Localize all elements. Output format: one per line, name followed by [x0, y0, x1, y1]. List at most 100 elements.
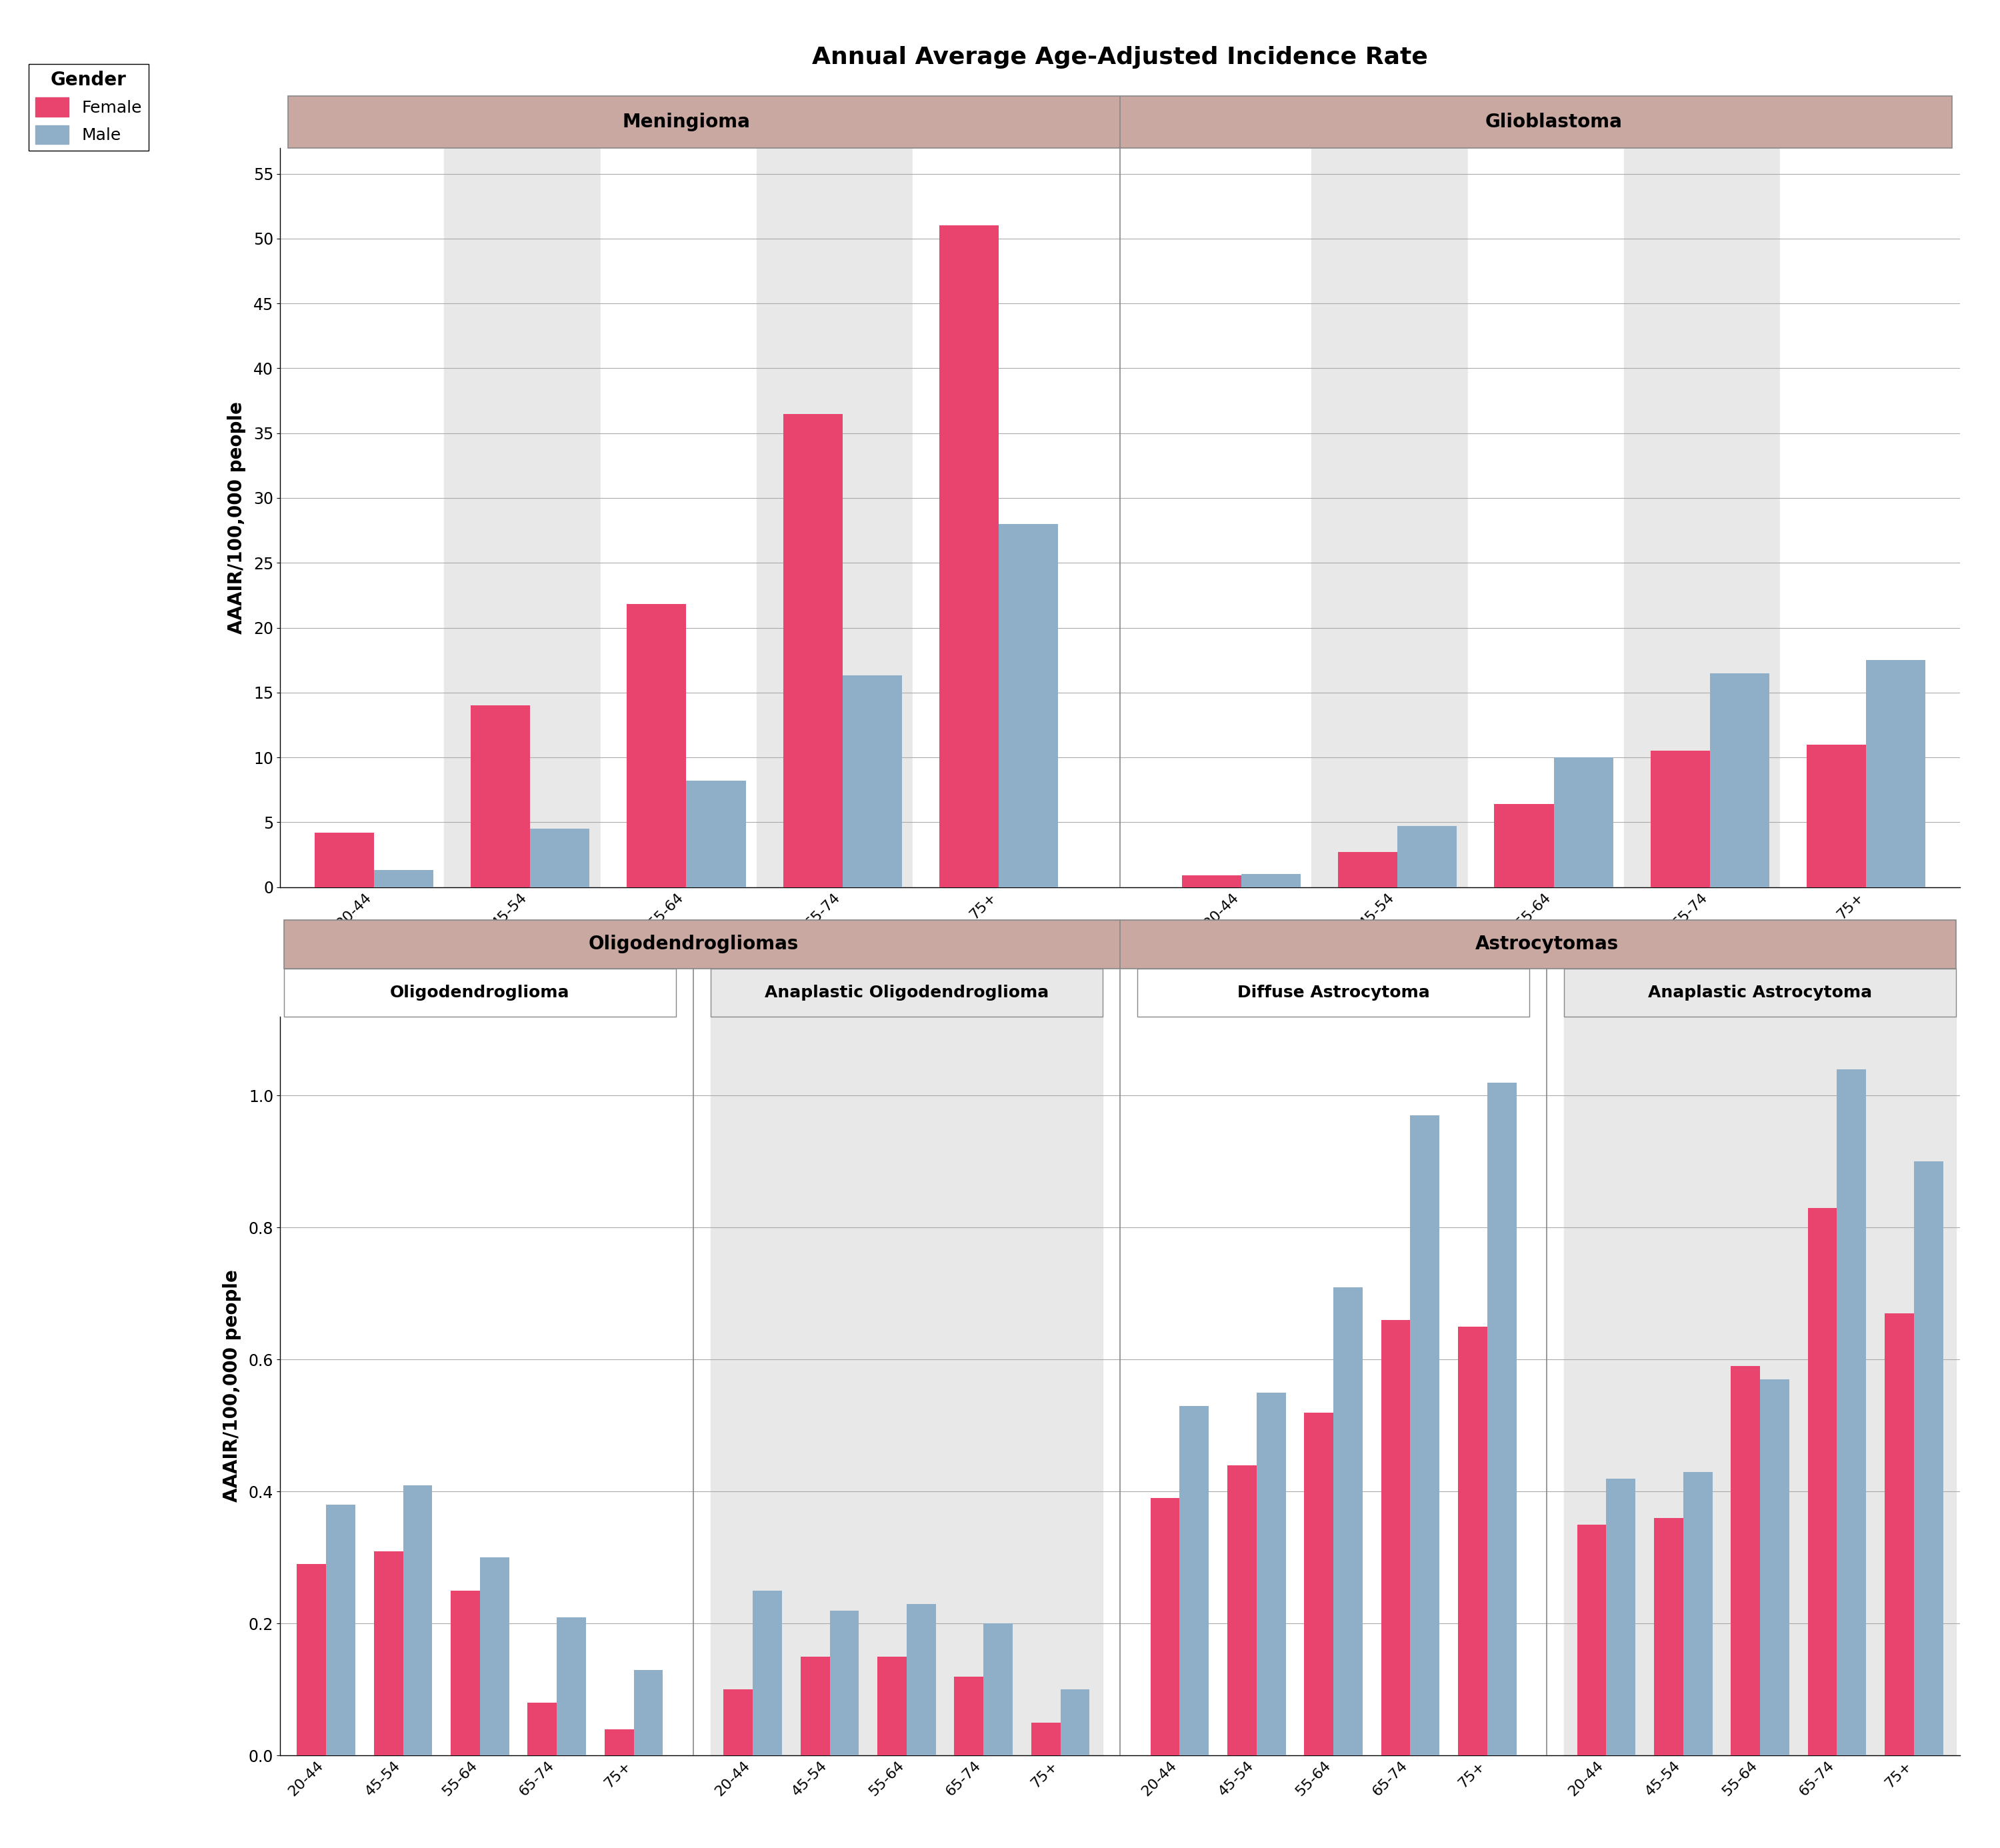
Y-axis label: AAAIR/100,000 people: AAAIR/100,000 people	[228, 401, 246, 634]
Text: Glioblastoma: Glioblastoma	[1486, 113, 1622, 131]
Bar	[404, 1486, 432, 1756]
Bar	[954, 1676, 984, 1756]
Bar	[1138, 968, 1530, 1016]
Bar	[942, 1016, 1026, 1756]
Bar	[296, 1563, 326, 1756]
Bar	[1806, 745, 1866, 887]
Bar	[1382, 1319, 1410, 1756]
Bar	[1718, 1016, 1802, 1756]
Bar	[444, 148, 616, 887]
Bar	[1684, 1471, 1712, 1756]
Bar	[752, 1591, 782, 1756]
Bar	[326, 1504, 356, 1756]
Bar	[788, 1016, 872, 1756]
Bar	[1836, 1070, 1866, 1756]
Bar	[284, 1016, 368, 1756]
Text: Anaplastic Oligodendroglioma: Anaplastic Oligodendroglioma	[764, 985, 1048, 1000]
Legend: Female, Male: Female, Male	[28, 65, 148, 152]
Bar	[1242, 874, 1300, 887]
Bar	[1256, 1393, 1286, 1756]
Bar	[600, 148, 772, 887]
Bar	[514, 1016, 600, 1756]
Bar	[1368, 1016, 1452, 1756]
Bar	[906, 1604, 936, 1756]
Bar	[450, 1591, 480, 1756]
Bar	[1214, 1016, 1298, 1756]
Bar	[1730, 1366, 1760, 1756]
Bar	[592, 1016, 676, 1756]
Text: Annual Average Age-Adjusted Incidence Rate: Annual Average Age-Adjusted Incidence Ra…	[812, 46, 1428, 68]
Bar	[556, 1617, 586, 1756]
Bar	[1458, 1327, 1488, 1756]
Bar	[1650, 750, 1710, 887]
Bar	[1060, 1689, 1090, 1756]
Bar	[984, 1624, 1012, 1756]
Bar	[1710, 673, 1770, 887]
Bar	[480, 1558, 510, 1756]
Bar	[1468, 148, 1640, 887]
Bar	[1180, 1406, 1208, 1756]
Bar	[314, 833, 374, 887]
Bar	[940, 225, 998, 887]
Bar	[438, 1016, 522, 1756]
Bar	[1760, 1379, 1790, 1756]
Bar	[1794, 1016, 1880, 1756]
Bar	[1866, 660, 1926, 887]
Bar	[800, 1656, 830, 1756]
Bar	[1640, 1016, 1726, 1756]
Bar	[604, 1730, 634, 1756]
Bar	[1578, 1525, 1606, 1756]
Bar	[1334, 1286, 1362, 1756]
Bar	[756, 148, 928, 887]
Bar	[830, 1610, 858, 1756]
Bar	[1398, 826, 1456, 887]
Bar	[1488, 1083, 1516, 1756]
Bar	[842, 676, 902, 887]
Bar	[1032, 1722, 1060, 1756]
Bar	[1564, 1016, 1648, 1756]
Bar	[530, 828, 590, 887]
Bar	[1150, 1499, 1180, 1756]
Text: Anaplastic Astrocytoma: Anaplastic Astrocytoma	[1648, 985, 1872, 1000]
Y-axis label: AAAIR/100,000 people: AAAIR/100,000 people	[222, 1270, 242, 1502]
Bar	[1156, 148, 1328, 887]
Text: Astrocytomas: Astrocytomas	[1474, 935, 1618, 954]
Bar	[1292, 1016, 1376, 1756]
Bar	[1410, 1116, 1440, 1756]
Text: Oligodendrogliomas: Oligodendrogliomas	[588, 935, 798, 954]
Bar	[284, 968, 676, 1016]
Text: Oligodendroglioma: Oligodendroglioma	[390, 985, 570, 1000]
Bar	[1780, 148, 1952, 887]
Bar	[1564, 968, 1956, 1016]
Bar	[360, 1016, 446, 1756]
Bar	[1914, 1162, 1944, 1756]
Bar	[724, 1689, 752, 1756]
Bar	[528, 1702, 556, 1756]
Bar	[912, 148, 1084, 887]
Bar	[1606, 1478, 1636, 1756]
Bar	[1304, 1412, 1334, 1756]
Bar	[1624, 148, 1796, 887]
Bar	[1138, 1016, 1222, 1756]
Bar	[634, 1671, 662, 1756]
Bar	[878, 1656, 906, 1756]
Bar	[998, 525, 1058, 887]
Bar	[864, 1016, 948, 1756]
Bar	[288, 148, 460, 887]
Text: Meningioma: Meningioma	[622, 113, 750, 131]
Bar	[374, 1550, 404, 1756]
Bar	[374, 870, 434, 887]
Bar	[1444, 1016, 1530, 1756]
Bar	[1312, 148, 1484, 887]
Bar	[1884, 1314, 1914, 1756]
Bar	[1228, 1465, 1256, 1756]
Bar	[1338, 852, 1398, 887]
Text: Diffuse Astrocytoma: Diffuse Astrocytoma	[1238, 985, 1430, 1000]
Bar	[1872, 1016, 1956, 1756]
Bar	[710, 1016, 796, 1756]
Bar	[710, 968, 1102, 1016]
Bar	[1554, 758, 1614, 887]
Bar	[686, 780, 746, 887]
Bar	[626, 604, 686, 887]
Bar	[1182, 876, 1242, 887]
